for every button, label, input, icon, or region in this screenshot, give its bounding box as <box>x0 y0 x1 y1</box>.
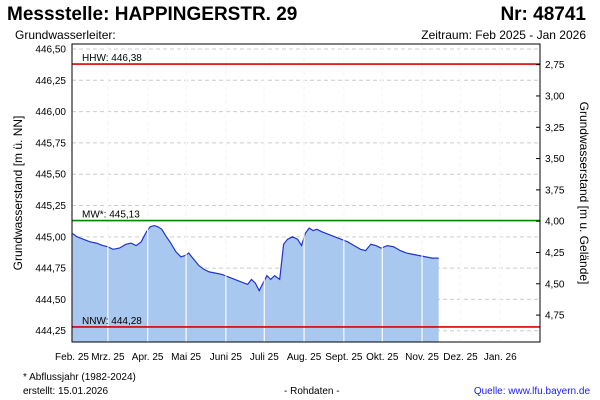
y-tick-label: 446,50 <box>35 45 66 56</box>
x-tick-label: Jan. 26 <box>484 352 517 363</box>
y-tick-label: 445,50 <box>35 170 66 181</box>
y-axis-title-right: Grundwasserstand [m u. Gelände] <box>577 102 591 285</box>
y-tick-label: 444,75 <box>35 264 66 275</box>
y-tick-label: 446,25 <box>35 76 66 87</box>
x-tick-label: Nov. 25 <box>405 352 439 363</box>
ref-label-hhw: HHW: 446,38 <box>82 53 142 64</box>
y-right-tick-label: 3,75 <box>545 185 565 196</box>
raw-data-note: - Rohdaten - <box>284 386 340 397</box>
x-tick-label: Juni 25 <box>210 352 243 363</box>
y-right-tick-label: 2,75 <box>545 60 565 71</box>
x-tick-label: Aug. 25 <box>287 352 322 363</box>
period-label: Zeitraum: Feb 2025 - Jan 2026 <box>421 28 586 42</box>
x-tick-label: Juli 25 <box>250 352 279 363</box>
aquifer-label: Grundwasserleiter: <box>15 28 116 42</box>
y-tick-label: 445,25 <box>35 201 66 212</box>
station-number: Nr: 48741 <box>500 4 586 25</box>
source-link[interactable]: Quelle: www.lfu.bayern.de <box>473 386 590 397</box>
created-date: erstellt: 15.01.2026 <box>23 386 109 397</box>
water-level-line <box>71 224 439 293</box>
plot-frame <box>71 43 541 343</box>
axes: 444,25 444,50 444,75 445,00 445,25 445,50 445,… <box>11 43 591 363</box>
y-right-tick-label: 4,25 <box>545 248 565 259</box>
area-layer <box>71 44 501 342</box>
reference-lines: HHW: 446,38 MW*: 445,13 NNW: 444,28 <box>72 53 540 328</box>
y-right-tick-label: 4,50 <box>545 279 565 290</box>
ref-label-nnw: NNW: 444,28 <box>82 316 142 327</box>
x-tick-label: Okt. 25 <box>366 352 399 363</box>
station-title: Messstelle: HAPPINGERSTR. 29 <box>7 4 298 25</box>
x-tick-label: Feb. 25 <box>55 352 89 363</box>
y-tick-label: 444,25 <box>35 326 66 337</box>
y-axis-title: Grundwasserstand [m ü. NN] <box>11 116 25 271</box>
footnote: * Abflussjahr (1982-2024) <box>23 372 136 383</box>
y-tick-label: 444,50 <box>35 295 66 306</box>
x-tick-label: Sept. 25 <box>325 352 363 363</box>
ref-label-mw: MW*: 445,13 <box>82 210 140 221</box>
y-right-tick-label: 4,00 <box>545 217 565 228</box>
x-tick-label: Mrz. 25 <box>91 352 125 363</box>
x-tick-label: Mai 25 <box>171 352 201 363</box>
y-tick-label: 445,00 <box>35 232 66 243</box>
y-right-tick-label: 4,75 <box>545 311 565 322</box>
y-right-tick-label: 3,25 <box>545 123 565 134</box>
y-tick-label: 445,75 <box>35 138 66 149</box>
x-tick-label: Apr. 25 <box>132 352 164 363</box>
y-right-tick-label: 3,50 <box>545 154 565 165</box>
y-tick-label: 446,00 <box>35 107 66 118</box>
x-tick-label: Dez. 25 <box>443 352 478 363</box>
y-right-tick-label: 3,00 <box>545 91 565 102</box>
